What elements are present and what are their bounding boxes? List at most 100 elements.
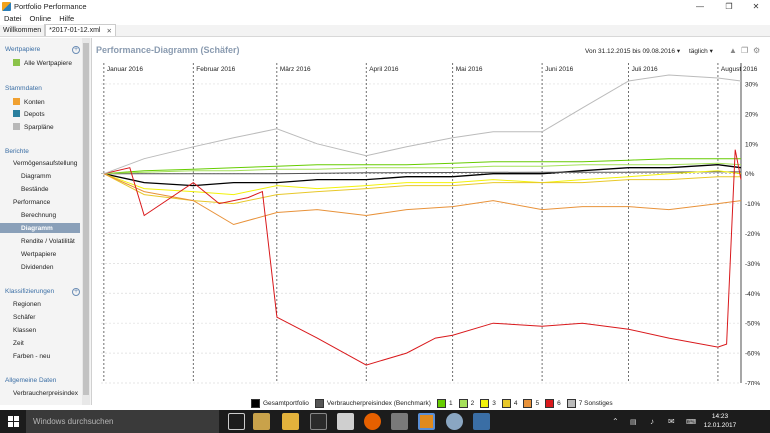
y-tick-label: -30% (745, 261, 760, 268)
close-button[interactable]: ✕ (752, 2, 760, 11)
sidebar-item-regionen[interactable]: Regionen (13, 301, 41, 308)
sidebar-item-performance[interactable]: Performance (13, 199, 51, 206)
sidebar-heading-wertpapiere: Wertpapiere (5, 46, 41, 53)
windows-icon (7, 416, 19, 427)
legend-entry[interactable]: Gesamtportfolio (251, 398, 309, 408)
month-label: Juli 2016 (632, 66, 658, 73)
account-icon (13, 98, 20, 105)
sidebar-item-schaefer[interactable]: Schäfer (13, 314, 36, 321)
main-panel: Performance-Diagramm (Schäfer) Von 31.12… (93, 38, 770, 408)
close-icon[interactable]: ✕ (106, 27, 112, 35)
app-icon (2, 2, 11, 11)
keyboard-icon[interactable]: ⌨ (686, 418, 697, 426)
sidebar-item-wertpapiere[interactable]: Wertpapiere (21, 251, 57, 258)
sidebar-item-berechnung[interactable]: Berechnung (21, 212, 57, 219)
performance-chart: 30% 20% 10% 0% -10% -20% -30% -40% -50% -60% -70% J… (101, 63, 760, 386)
series-line (103, 149, 742, 366)
sidebar-item-alle-wertpapiere[interactable]: Alle Wertpapiere (13, 59, 72, 67)
sidebar: Wertpapiere + Alle Wertpapiere Stammdate… (0, 38, 92, 405)
legend-label: 6 (557, 399, 561, 407)
y-tick-label: 30% (745, 81, 758, 88)
sidebar-item-label: Sparpläne (24, 124, 54, 131)
sidebar-item-label: Depots (24, 111, 45, 118)
portfolio-performance-icon[interactable] (418, 413, 435, 430)
sidebar-item-konten[interactable]: Konten (13, 98, 45, 106)
menu-online[interactable]: Online (29, 14, 52, 23)
legend-entry[interactable]: 5 (523, 398, 539, 408)
sidebar-item-bestaende[interactable]: Bestände (21, 186, 49, 193)
network-icon[interactable]: ▤ (630, 418, 637, 426)
sidebar-heading-allgemeine-daten: Allgemeine Daten (5, 377, 57, 384)
legend-entry[interactable]: 4 (501, 398, 517, 408)
menu-hilfe[interactable]: Hilfe (59, 14, 75, 23)
volume-icon[interactable]: ♪ (650, 417, 654, 426)
period-selector[interactable]: Von 31.12.2015 bis 09.08.2016 ▾ (585, 47, 680, 55)
system-clock[interactable]: 14:23 12.01.2017 (703, 413, 737, 429)
legend-entry[interactable]: 3 (480, 398, 496, 408)
y-tick-label: 10% (745, 141, 758, 148)
task-view-icon[interactable] (228, 413, 245, 430)
store-icon[interactable] (310, 413, 327, 430)
sidebar-item-zeit[interactable]: Zeit (13, 340, 24, 347)
taskbar: Windows durchsuchen ⌃ ▤ ♪ ✉ ⌨ 14:23 12.01… (0, 410, 770, 433)
minimize-button[interactable]: — (696, 2, 704, 11)
y-tick-label: -40% (745, 291, 760, 298)
app-icon[interactable] (446, 413, 463, 430)
start-button[interactable] (0, 410, 26, 433)
legend-entry[interactable]: 2 (458, 398, 474, 408)
legend-swatch (314, 398, 324, 408)
sidebar-item-farben-neu[interactable]: Farben - neu (13, 353, 51, 360)
tab-file[interactable]: *2017-01-12.xml ✕ (45, 24, 116, 36)
y-tick-label: -70% (745, 381, 760, 386)
photos-icon[interactable] (473, 413, 490, 430)
interval-selector[interactable]: täglich ▾ (689, 47, 713, 55)
maximize-button[interactable]: ❐ (725, 2, 733, 11)
depot-icon (13, 110, 20, 117)
legend-label: 7 Sonstiges (578, 399, 613, 407)
scrollbar-thumb[interactable] (83, 43, 89, 395)
sidebar-scrollbar[interactable] (82, 38, 90, 405)
sidebar-item-diagramm[interactable]: Diagramm (21, 173, 51, 180)
sidebar-item-verbraucherpreisindex[interactable]: Verbraucherpreisindex (13, 390, 79, 397)
month-label: Mai 2016 (456, 66, 483, 73)
month-label: Juni 2016 (545, 66, 574, 73)
sidebar-item-vermoegensaufstellung[interactable]: Vermögensaufstellung (13, 160, 78, 167)
tray-chevron-icon[interactable]: ⌃ (612, 417, 619, 426)
legend-label: 1 (448, 399, 453, 407)
sidebar-item-performance-diagramm[interactable]: Diagramm (21, 225, 53, 232)
sidebar-item-depots[interactable]: Depots (13, 110, 45, 118)
firefox-icon[interactable] (364, 413, 381, 430)
series-line (103, 164, 742, 187)
menu-datei[interactable]: Datei (4, 14, 22, 23)
gear-icon[interactable]: ⚙ (753, 46, 761, 55)
sidebar-item-dividenden[interactable]: Dividenden (21, 264, 54, 271)
legend-entry[interactable]: 1 (436, 398, 453, 408)
file-app-icon[interactable] (253, 413, 270, 430)
calculator-icon[interactable] (337, 413, 354, 430)
month-label: März 2016 (280, 66, 311, 73)
sidebar-item-rendite-volatilitaet[interactable]: Rendite / Volatilität (21, 238, 75, 245)
sidebar-item-klassen[interactable]: Klassen (13, 327, 37, 334)
savings-plan-icon (13, 123, 20, 130)
legend-entry[interactable]: 6 (545, 398, 561, 408)
app-icon[interactable] (391, 413, 408, 430)
series-line (103, 171, 741, 175)
legend-entry[interactable]: Verbraucherpreisindex (Benchmark) (314, 398, 431, 408)
legend-swatch (251, 398, 260, 408)
copy-icon[interactable]: ❐ (741, 46, 749, 55)
legend-swatch (480, 398, 490, 408)
add-icon[interactable]: + (72, 288, 80, 296)
month-label: April 2016 (369, 66, 399, 73)
legend-entry[interactable]: 7 Sonstiges (566, 398, 613, 408)
action-center-icon[interactable]: ✉ (668, 417, 675, 426)
export-icon[interactable]: ▲ (729, 46, 737, 55)
series-line (103, 170, 742, 196)
sidebar-item-sparplaene[interactable]: Sparpläne (13, 123, 54, 131)
taskbar-search[interactable]: Windows durchsuchen (26, 410, 219, 433)
add-icon[interactable]: + (72, 46, 80, 54)
tab-willkommen[interactable]: Willkommen (0, 24, 46, 36)
explorer-icon[interactable] (282, 413, 299, 430)
period-label: Von 31.12.2015 bis 09.08.2016 (585, 48, 675, 55)
legend-label: Verbraucherpreisindex (Benchmark) (326, 399, 431, 407)
interval-label: täglich (689, 48, 708, 55)
